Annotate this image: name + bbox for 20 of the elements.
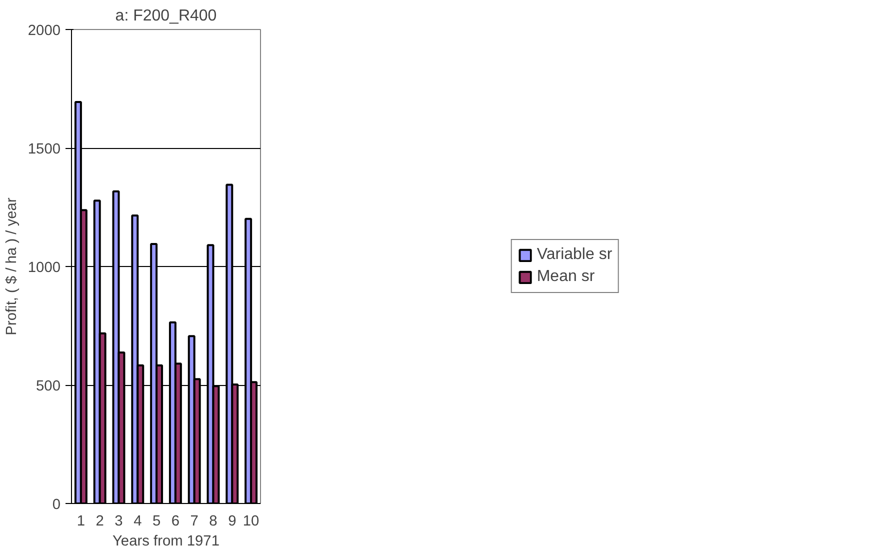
x-tick-label: 10 <box>242 514 260 530</box>
x-tick-label: 4 <box>134 514 142 530</box>
x-axis-title: Years from 1971 <box>112 534 220 550</box>
x-tick-label: 3 <box>114 514 123 530</box>
x-tick-label: 9 <box>228 514 236 530</box>
y-tick-label: 1000 <box>28 260 61 276</box>
x-tick-label: 2 <box>96 514 104 530</box>
y-tick-label: 1500 <box>28 142 61 158</box>
chart-title: a: F200_R400 <box>115 8 217 24</box>
x-tick-label: 7 <box>190 514 198 530</box>
x-tick-label: 5 <box>152 514 161 530</box>
y-tick-label: 2000 <box>28 23 61 39</box>
y-tick-label: 500 <box>36 378 61 394</box>
y-tick-label: 0 <box>52 497 61 513</box>
y-axis-title: Profit, ( $ / ha ) / year <box>4 198 20 336</box>
x-tick-label: 6 <box>171 514 180 530</box>
x-tick-label: 8 <box>209 514 218 530</box>
legend-label: Mean sr <box>536 268 595 286</box>
legend-label: Variable sr <box>536 246 612 264</box>
x-tick-label: 1 <box>76 514 86 530</box>
